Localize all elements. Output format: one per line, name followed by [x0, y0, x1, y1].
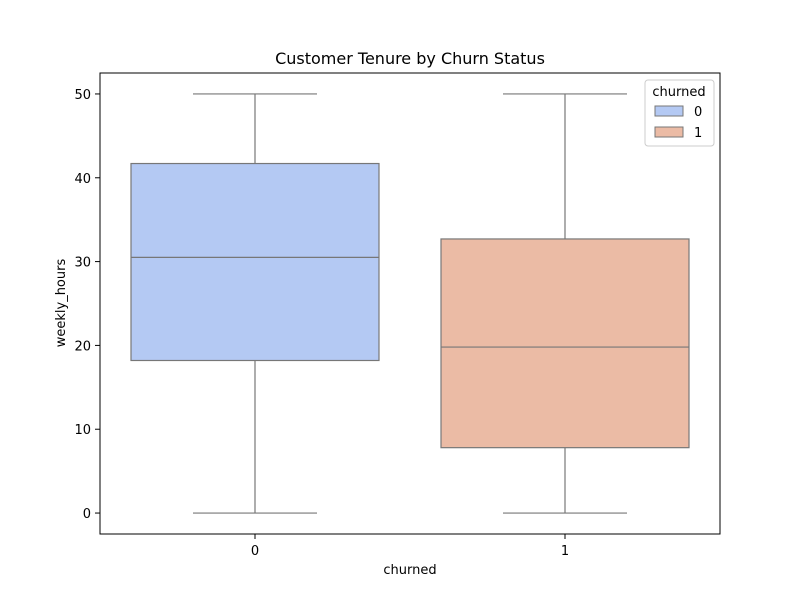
y-axis-label: weekly_hours: [54, 259, 69, 348]
y-tick-label-40: 40: [74, 172, 91, 187]
y-tick-label-0: 0: [83, 507, 91, 522]
y-tick-label-20: 20: [74, 339, 91, 354]
box-1: [440, 238, 690, 449]
legend-swatch-1: [654, 126, 684, 138]
y-tick-label-30: 30: [74, 256, 91, 271]
x-tick-label-1: 1: [561, 544, 569, 559]
box-group-1: [440, 93, 690, 514]
legend-label-0: 0: [694, 105, 702, 120]
y-tick-label-10: 10: [74, 423, 91, 438]
box-0: [130, 162, 380, 362]
legend-swatch-0: [654, 105, 684, 117]
x-tick-label-0: 0: [251, 544, 259, 559]
legend-title: churned: [652, 85, 705, 100]
x-axis-label: churned: [383, 563, 436, 578]
legend-label-1: 1: [694, 126, 702, 141]
box-group-0: [130, 93, 380, 514]
boxes-layer: [130, 93, 690, 514]
chart-title: Customer Tenure by Churn Status: [275, 49, 545, 68]
legend: churned 0 1: [644, 79, 715, 147]
y-tick-label-50: 50: [74, 88, 91, 103]
plot-frame: [99, 72, 721, 535]
